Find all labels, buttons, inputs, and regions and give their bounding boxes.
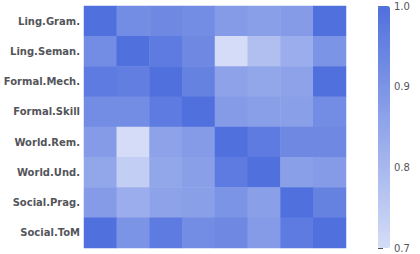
svg-text:Formal.Skill: Formal.Skill [13,106,80,117]
svg-text:0.7: 0.7 [394,243,410,254]
svg-text:World.Und.: World.Und. [17,167,80,178]
svg-text:1.0: 1.0 [394,1,410,12]
svg-text:Social.Prag.: Social.Prag. [13,197,80,208]
svg-text:0.9: 0.9 [394,81,410,92]
svg-text:Social.ToM: Social.ToM [20,227,80,238]
svg-text:Formal.Mech.: Formal.Mech. [4,76,80,87]
svg-text:World.Rem.: World.Rem. [14,137,80,148]
svg-text:0.8: 0.8 [394,162,410,173]
svg-text:Ling.Seman.: Ling.Seman. [10,46,80,57]
svg-text:Ling.Gram.: Ling.Gram. [18,16,80,27]
